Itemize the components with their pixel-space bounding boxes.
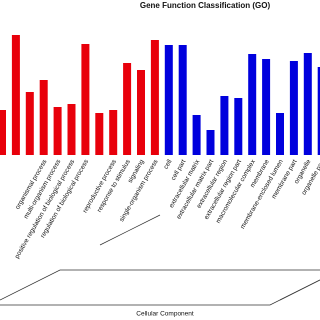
bar	[67, 104, 76, 155]
bar	[25, 92, 34, 155]
bar	[262, 59, 271, 155]
bar	[81, 44, 90, 155]
bar	[303, 53, 312, 155]
bar	[234, 98, 243, 155]
x-tick-label: cell	[163, 158, 174, 170]
bar	[317, 67, 320, 155]
bar	[150, 40, 159, 155]
bar	[39, 80, 48, 155]
group-label: Cellular Component	[136, 311, 194, 318]
group-bracket	[0, 279, 320, 306]
bar	[164, 45, 173, 155]
x-tick-label: positive regulation of biological proces…	[14, 158, 77, 260]
bar	[137, 70, 145, 155]
bar	[123, 63, 132, 155]
bar	[95, 113, 104, 155]
group-divider	[279, 279, 320, 301]
bar	[109, 110, 118, 155]
bar	[53, 107, 62, 155]
group-bracket	[0, 269, 320, 301]
bar	[206, 130, 215, 155]
bar	[220, 96, 229, 155]
group-divider	[99, 214, 161, 246]
bar	[11, 35, 20, 155]
chart-title: Gene Function Classification (GO)	[140, 1, 271, 10]
bar	[289, 61, 298, 155]
bar	[276, 113, 284, 155]
bar	[0, 110, 6, 155]
bar	[248, 54, 257, 155]
bar	[192, 115, 201, 155]
bar	[178, 45, 187, 155]
